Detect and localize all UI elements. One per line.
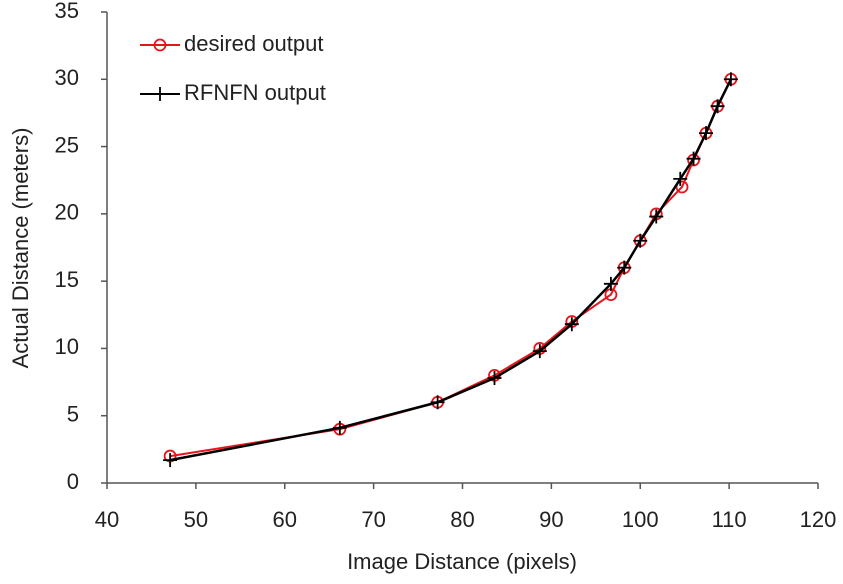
data-point [673, 171, 688, 186]
x-tick-label: 90 [539, 507, 563, 532]
data-point [532, 344, 547, 359]
data-point [564, 317, 579, 332]
data-point [487, 371, 502, 386]
y-tick-label: 0 [67, 469, 79, 494]
x-tick-label: 50 [184, 507, 208, 532]
data-point [649, 209, 664, 224]
data-point [710, 99, 725, 114]
legend-label: RFNFN output [184, 80, 326, 105]
x-axis-title: Image Distance (pixels) [347, 549, 577, 574]
data-point [430, 395, 445, 410]
x-tick-label: 40 [95, 507, 119, 532]
data-point [617, 260, 632, 275]
y-tick-label: 35 [55, 0, 79, 23]
y-tick-label: 15 [55, 267, 79, 292]
x-tick-label: 80 [450, 507, 474, 532]
data-point [686, 151, 701, 166]
data-point [163, 453, 178, 468]
x-tick-label: 70 [361, 507, 385, 532]
series-line [169, 78, 732, 458]
x-tick-label: 110 [712, 507, 747, 532]
x-tick-label: 120 [800, 507, 837, 532]
y-tick-label: 10 [55, 334, 79, 359]
x-tick-label: 100 [622, 507, 659, 532]
data-point [723, 72, 738, 87]
y-tick-label: 30 [55, 65, 79, 90]
x-tick-label: 60 [273, 507, 297, 532]
data-point [633, 233, 648, 248]
legend-marker [153, 38, 167, 52]
data-point [699, 126, 714, 141]
y-tick-label: 20 [55, 200, 79, 225]
y-tick-label: 25 [55, 132, 79, 157]
y-axis-title: Actual Distance (meters) [8, 128, 33, 369]
legend-label: desired output [184, 31, 323, 56]
legend-marker [153, 87, 167, 101]
y-tick-label: 5 [67, 402, 79, 427]
series-line [169, 78, 733, 462]
data-point [603, 276, 618, 291]
data-point [332, 420, 347, 435]
